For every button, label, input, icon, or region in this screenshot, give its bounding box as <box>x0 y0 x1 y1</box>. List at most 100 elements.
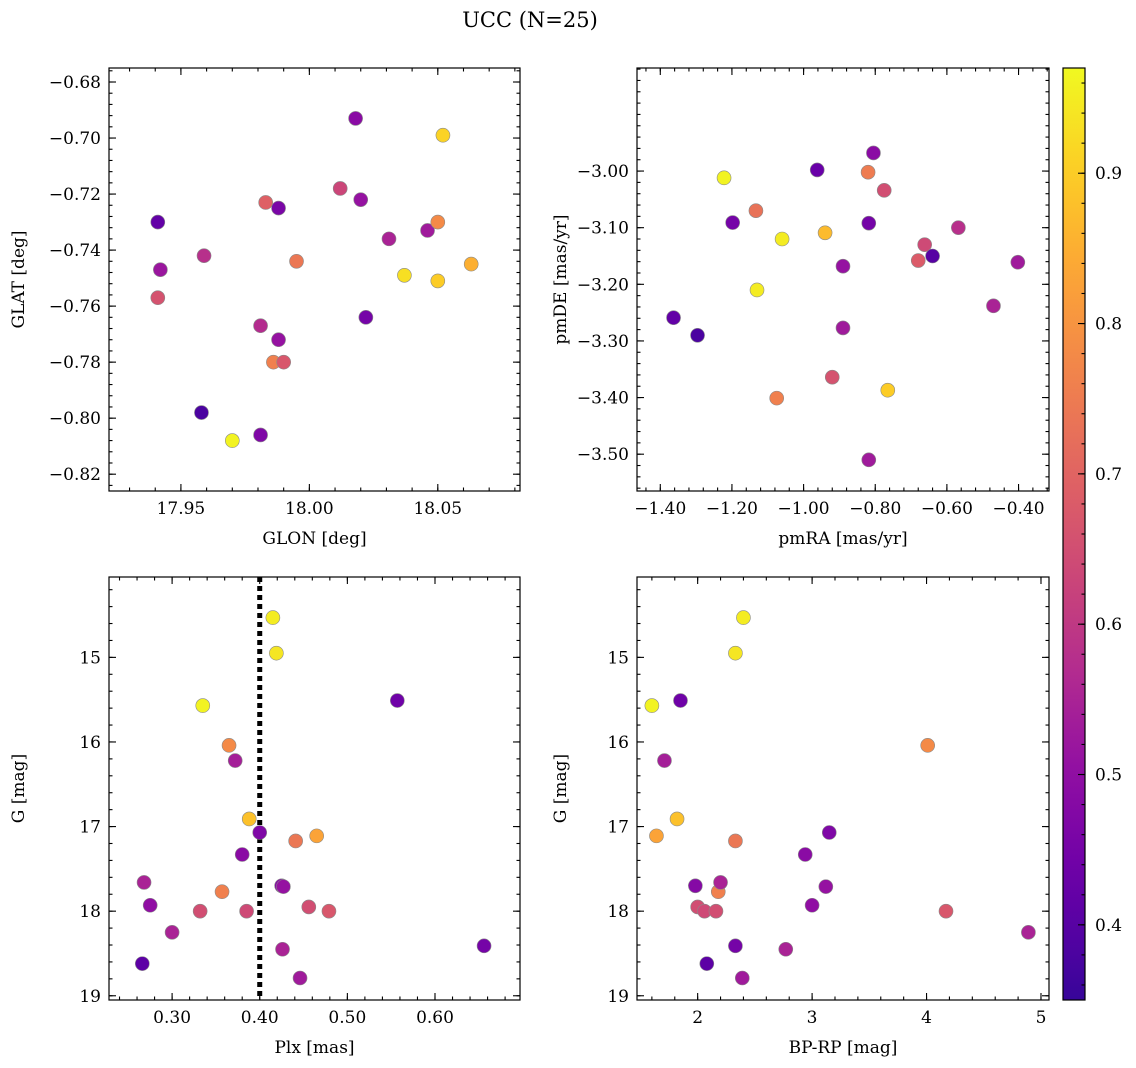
data-point <box>778 941 794 957</box>
data-point <box>690 327 705 343</box>
data-point <box>804 897 820 913</box>
data-point <box>214 884 230 900</box>
data-point <box>728 833 743 849</box>
data-point <box>951 220 966 235</box>
x-tick-label: −1.20 <box>706 499 758 519</box>
data-point <box>196 248 212 263</box>
axes-frame <box>636 67 1050 492</box>
data-point <box>673 693 688 708</box>
data-point <box>164 925 180 940</box>
data-point <box>818 879 834 894</box>
data-point <box>239 903 254 919</box>
data-point <box>861 452 877 468</box>
data-point <box>435 127 451 143</box>
axes-frame <box>108 67 521 492</box>
y-tick-label: 19 <box>607 987 629 1007</box>
data-point <box>925 248 940 264</box>
x-tick-label: 17.95 <box>157 499 206 519</box>
data-point <box>1021 925 1036 940</box>
data-point <box>225 433 240 448</box>
colorbar-tick-label: 0.6 <box>1095 615 1122 635</box>
x-axis-label: BP-RP [mag] <box>789 1038 898 1058</box>
y-tick-label: 17 <box>79 818 101 838</box>
x-tick-label: 4 <box>921 1008 932 1028</box>
data-point <box>135 956 150 971</box>
x-axis-label: Plx [mas] <box>274 1038 354 1058</box>
x-tick-label: 0.60 <box>416 1008 454 1028</box>
x-tick-label: −0.40 <box>992 499 1044 519</box>
y-tick-label: −3.10 <box>577 219 629 239</box>
panel-glon-glat: 17.95 18.00 18.05 −0.82 −0.80 −0.78 −0.76 −0.74… <box>9 67 521 549</box>
data-point <box>861 215 877 231</box>
y-tick-label: −3.00 <box>577 162 629 182</box>
data-point <box>649 828 664 844</box>
data-point <box>769 390 785 406</box>
data-point <box>271 332 286 348</box>
data-point <box>142 897 158 913</box>
data-point <box>275 941 290 957</box>
data-point <box>194 405 209 420</box>
colorbar-tick-label: 0.5 <box>1095 766 1122 786</box>
data-point <box>430 214 446 230</box>
data-point <box>728 938 743 954</box>
y-tick-label: 17 <box>607 818 629 838</box>
data-point <box>835 320 851 336</box>
colorbar: 0.4 0.5 0.6 0.7 0.8 0.9 <box>1062 67 1122 1001</box>
panel-bprp-g: 2 3 4 5 15 16 17 18 19 BP-RP [mag] G [mag] <box>551 576 1050 1058</box>
data-point <box>195 698 211 713</box>
data-point <box>463 256 479 272</box>
y-axis-label: GLAT [deg] <box>9 230 29 328</box>
data-point <box>748 203 764 218</box>
data-point <box>227 753 243 768</box>
y-tick-label: 18 <box>79 902 101 922</box>
data-point <box>917 237 932 252</box>
colorbar-frame <box>1062 67 1086 1001</box>
data-point <box>289 253 304 269</box>
data-point <box>920 738 935 753</box>
x-tick-label: −0.60 <box>921 499 973 519</box>
y-tick-label: −3.20 <box>577 275 629 295</box>
x-tick-label: 5 <box>1036 1008 1047 1028</box>
y-axis-label: G [mag] <box>9 754 29 823</box>
data-point <box>420 223 435 238</box>
data-point <box>258 195 273 210</box>
x-tick-label: 18.00 <box>285 499 334 519</box>
axes-frame <box>636 576 1050 1001</box>
data-point <box>192 903 208 919</box>
x-tick-label: 0.40 <box>241 1008 279 1028</box>
data-point <box>699 956 715 971</box>
data-point <box>150 214 166 230</box>
y-tick-label: −3.50 <box>577 445 629 465</box>
data-point <box>734 970 750 986</box>
data-point <box>309 828 324 844</box>
data-point <box>221 738 237 753</box>
data-point <box>1010 254 1026 270</box>
y-tick-label: −0.82 <box>49 465 101 485</box>
y-tick-label: −3.40 <box>577 389 629 409</box>
y-tick-label: −0.72 <box>49 185 101 205</box>
y-tick-label: −0.70 <box>49 129 101 149</box>
data-point <box>241 811 257 827</box>
x-tick-label: 2 <box>692 1008 703 1028</box>
x-tick-label: −1.00 <box>778 499 830 519</box>
data-point <box>276 879 291 894</box>
y-tick-label: −0.80 <box>49 409 101 429</box>
y-axis-label: pmDE [mas/yr] <box>551 214 571 344</box>
data-point <box>774 231 790 247</box>
y-tick-label: 15 <box>607 648 629 668</box>
y-tick-label: −0.74 <box>49 241 101 261</box>
y-tick-label: 16 <box>79 733 101 753</box>
y-tick-label: 16 <box>607 733 629 753</box>
colorbar-tick-label: 0.8 <box>1095 315 1122 335</box>
data-point <box>749 282 765 298</box>
data-point <box>876 183 892 198</box>
data-point <box>860 164 876 180</box>
data-point <box>666 310 681 326</box>
colorbar-tick-label: 0.9 <box>1095 164 1122 184</box>
x-axis-label: GLON [deg] <box>262 529 366 549</box>
data-point <box>866 145 881 161</box>
x-tick-label: −0.80 <box>849 499 901 519</box>
x-tick-label: 0.30 <box>153 1008 191 1028</box>
x-tick-label: 18.05 <box>413 499 462 519</box>
data-point <box>390 693 405 708</box>
